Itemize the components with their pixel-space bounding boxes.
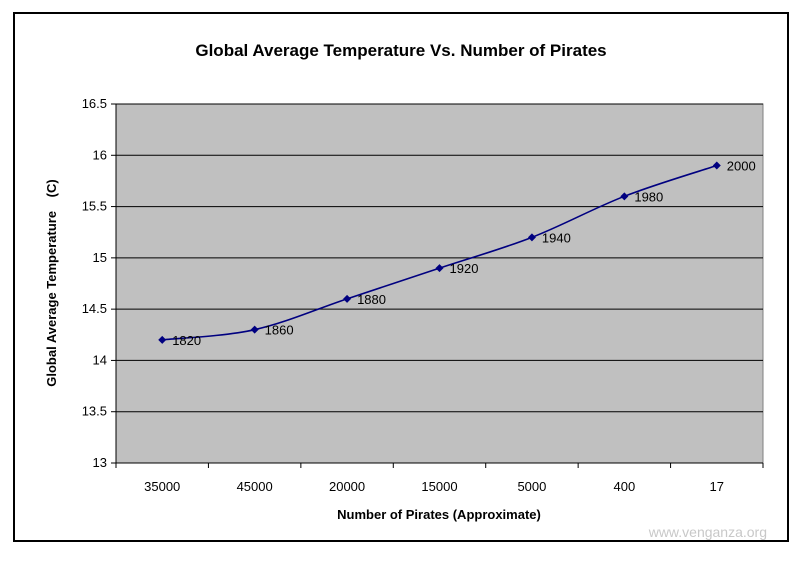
data-point (712, 161, 721, 170)
data-point (158, 335, 167, 344)
data-point-label: 1860 (265, 323, 294, 338)
data-point (435, 264, 444, 273)
data-point (343, 294, 352, 303)
data-point-label: 1880 (357, 292, 386, 307)
x-tick-label: 400 (614, 479, 636, 494)
x-axis-title: Number of Pirates (Approximate) (337, 507, 541, 522)
y-tick-label: 13 (93, 455, 107, 470)
chart-title: Global Average Temperature Vs. Number of… (195, 41, 606, 60)
svg-text:Global Average Temperature: Global Average Temperature (C) (44, 179, 59, 386)
x-axis-ticks: 35000 45000 20000 15000 5000 400 17 (115, 463, 764, 494)
data-point-label: 1980 (634, 189, 663, 204)
y-axis-title-group: Global Average Temperature (C) (44, 179, 59, 386)
y-tick-label: 14 (93, 352, 107, 367)
plot-area (115, 103, 764, 464)
watermark: www.venganza.org (648, 524, 767, 540)
data-point-label: 1940 (542, 230, 571, 245)
data-point-label: 2000 (727, 159, 756, 174)
x-tick-label: 5000 (517, 479, 546, 494)
data-point-label: 1920 (450, 261, 479, 276)
y-tick-label: 14.5 (82, 301, 107, 316)
x-tick-label: 45000 (237, 479, 273, 494)
y-tick-label: 15.5 (82, 199, 107, 214)
y-axis-title: Global Average Temperature (44, 211, 59, 387)
y-tick-label: 16.5 (82, 96, 107, 111)
y-axis-ticks: 13 13.5 14 14.5 15 15.5 16 16.5 (82, 96, 116, 470)
y-tick-label: 15 (93, 250, 107, 265)
x-tick-label: 20000 (329, 479, 365, 494)
data-point (620, 192, 629, 201)
data-point (250, 325, 259, 334)
y-tick-label: 16 (93, 147, 107, 162)
data-point-label: 1820 (172, 333, 201, 348)
series-line-group (158, 161, 721, 344)
point-labels: 1820 1860 1880 1920 1940 1980 2000 (172, 159, 755, 348)
data-point (527, 233, 536, 242)
x-tick-label: 15000 (421, 479, 457, 494)
x-tick-label: 35000 (144, 479, 180, 494)
x-tick-label: 17 (710, 479, 724, 494)
gridlines (116, 103, 763, 413)
y-tick-label: 13.5 (82, 404, 107, 419)
y-axis-unit: (C) (44, 179, 59, 197)
